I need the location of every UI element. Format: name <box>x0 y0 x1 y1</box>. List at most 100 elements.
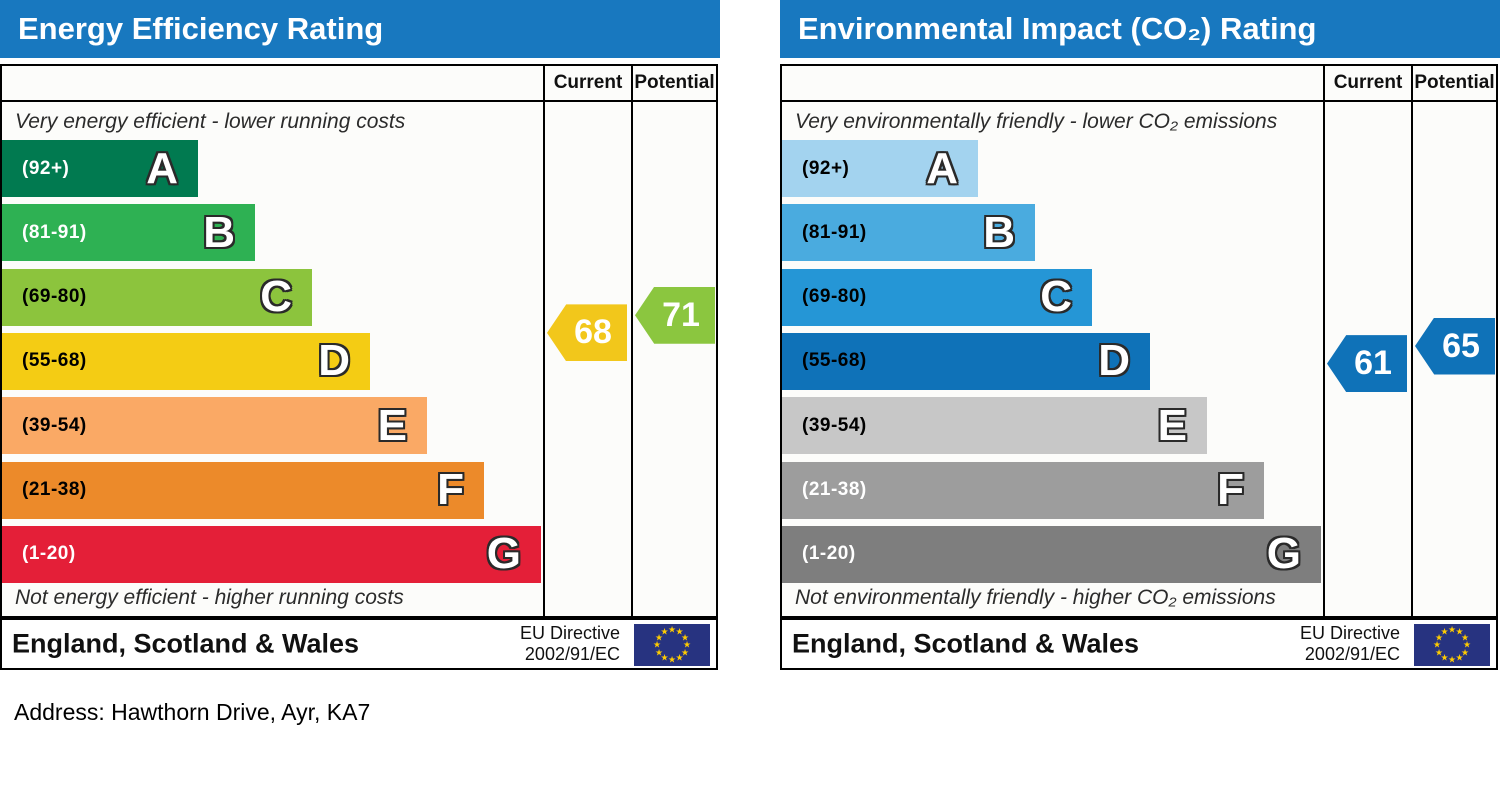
eu-flag-star-icon: ★ <box>652 639 662 650</box>
band-range-label: (69-80) <box>802 286 867 308</box>
eu-flag-star-icon: ★ <box>1462 639 1472 650</box>
band-range-label: (81-91) <box>802 221 867 243</box>
table-header-row <box>2 66 716 102</box>
eu-flag-star-icon: ★ <box>1434 632 1444 642</box>
eu-flag-star-icon: ★ <box>675 626 684 637</box>
eu-flag-star-icon: ★ <box>660 626 669 637</box>
band-row-c: (69-80) C <box>2 268 312 326</box>
eu-flag-star-icon: ★ <box>1447 654 1457 665</box>
band-letter: F <box>437 465 464 514</box>
band-range-label: (21-38) <box>802 479 867 500</box>
band-range-label: (1-20) <box>22 543 76 565</box>
eu-flag-star-icon: ★ <box>1434 647 1444 657</box>
potential-column-header: Potential <box>1414 72 1495 93</box>
bottom-note: Not environmentally friendly - higher CO… <box>795 586 1276 609</box>
band-letter: A <box>926 143 958 193</box>
band-letter: C <box>1040 272 1072 322</box>
current-column-header: Current <box>1333 72 1403 93</box>
region-label: England, Scotland & Wales <box>12 628 360 659</box>
band-letter: E <box>377 400 407 450</box>
eu-flag-icon: ★ ★ ★ ★ ★ ★ ★ ★ ★ ★ ★ ★ <box>634 624 710 666</box>
band-letter: A <box>146 143 178 193</box>
rating-table: Current Potential Very energy efficient … <box>0 64 718 618</box>
eu-flag-star-icon: ★ <box>654 632 664 642</box>
region-label: England, Scotland & Wales <box>792 628 1140 659</box>
property-address: Address: Hawthorn Drive, Ayr, KA7 <box>14 699 371 725</box>
potential-rating-arrow: 71 <box>635 286 715 344</box>
eu-directive-line2: 2002/91/EC <box>1304 644 1400 664</box>
band-range-label: (92+) <box>802 157 850 179</box>
band-letter: E <box>1157 400 1187 450</box>
band-row-a: (92+) A <box>2 140 198 197</box>
chart-title: Environmental Impact (CO₂) Rating <box>780 0 1500 58</box>
chart-footer: England, Scotland & Wales EU Directive 2… <box>0 618 718 670</box>
band-range-label: (92+) <box>22 157 70 179</box>
eu-flag-star-icon: ★ <box>1432 639 1442 650</box>
eu-flag-star-icon: ★ <box>675 652 684 663</box>
eu-directive-label: EU Directive 2002/91/EC <box>1300 623 1400 665</box>
eu-directive-label: EU Directive 2002/91/EC <box>520 623 620 665</box>
eu-flag-star-icon: ★ <box>1440 626 1449 637</box>
band-area: (92+) A (81-91) B (69-80) C (55-68) D (39-54) E (2… <box>2 66 716 616</box>
top-note: Very environmentally friendly - lower CO… <box>795 110 1278 133</box>
eu-flag-star-icon: ★ <box>1455 626 1464 637</box>
column-divider <box>1323 66 1325 616</box>
band-range-label: (39-54) <box>22 414 87 436</box>
energy-efficiency-chart: Energy Efficiency Rating Current Potenti… <box>0 0 721 672</box>
potential-column-header: Potential <box>634 72 715 93</box>
column-divider <box>543 66 545 616</box>
eu-flag-star-icon: ★ <box>680 632 690 642</box>
column-divider <box>1411 66 1413 616</box>
current-rating-arrow: 61 <box>1327 335 1407 393</box>
environmental-impact-chart: Environmental Impact (CO₂) Rating Curren… <box>780 0 1501 672</box>
eu-flag-star-icon: ★ <box>1455 652 1464 663</box>
eu-flag-star-icon: ★ <box>1447 624 1457 635</box>
current-rating-value: 61 <box>1354 344 1392 383</box>
eu-directive-line2: 2002/91/EC <box>524 644 620 664</box>
band-letter: F <box>1217 465 1244 514</box>
rating-table: Current Potential Very environmentally f… <box>780 64 1498 618</box>
band-range-label: (1-20) <box>802 543 856 565</box>
eu-directive-line1: EU Directive <box>1299 623 1400 643</box>
band-letter: D <box>1098 336 1130 386</box>
current-rating-arrow: 68 <box>547 304 627 362</box>
potential-rating-value: 71 <box>662 295 700 334</box>
band-row-d: (55-68) D <box>782 332 1150 390</box>
band-letter: B <box>983 207 1015 257</box>
band-row-e: (39-54) E <box>2 397 427 455</box>
eu-flag-star-icon: ★ <box>660 652 669 663</box>
potential-rating-arrow: 65 <box>1415 317 1495 375</box>
band-row-a: (92+) A <box>782 140 978 197</box>
band-range-label: (69-80) <box>22 286 87 308</box>
band-letter: G <box>486 529 521 579</box>
band-range-label: (81-91) <box>22 221 87 243</box>
band-range-label: (55-68) <box>802 350 867 372</box>
band-row-f: (21-38) F <box>2 461 484 519</box>
band-row-f: (21-38) F <box>782 461 1264 519</box>
eu-flag-star-icon: ★ <box>1460 647 1470 657</box>
eu-flag-star-icon: ★ <box>1440 652 1449 663</box>
eu-flag-star-icon: ★ <box>667 654 677 665</box>
chart-title: Energy Efficiency Rating <box>0 0 720 58</box>
eu-flag-star-icon: ★ <box>680 647 690 657</box>
band-letter: C <box>260 272 292 322</box>
band-row-d: (55-68) D <box>2 332 370 390</box>
eu-flag-icon: ★ ★ ★ ★ ★ ★ ★ ★ ★ ★ ★ ★ <box>1414 624 1490 666</box>
eu-directive-line1: EU Directive <box>519 623 620 643</box>
potential-rating-value: 65 <box>1442 326 1480 365</box>
band-row-b: (81-91) B <box>782 204 1035 262</box>
current-column-header: Current <box>553 72 623 93</box>
bottom-note: Not energy efficient - higher running co… <box>15 586 404 609</box>
chart-footer: England, Scotland & Wales EU Directive 2… <box>780 618 1498 670</box>
band-range-label: (39-54) <box>802 414 867 436</box>
band-row-g: (1-20) G <box>2 525 541 583</box>
band-row-g: (1-20) G <box>782 525 1321 583</box>
column-divider <box>631 66 633 616</box>
band-letter: D <box>318 336 350 386</box>
band-row-c: (69-80) C <box>782 268 1092 326</box>
band-row-e: (39-54) E <box>782 397 1207 455</box>
band-area: (92+) A (81-91) B (69-80) C (55-68) D (39-54) E (2… <box>782 66 1496 616</box>
eu-flag-star-icon: ★ <box>654 647 664 657</box>
eu-flag-star-icon: ★ <box>667 624 677 635</box>
